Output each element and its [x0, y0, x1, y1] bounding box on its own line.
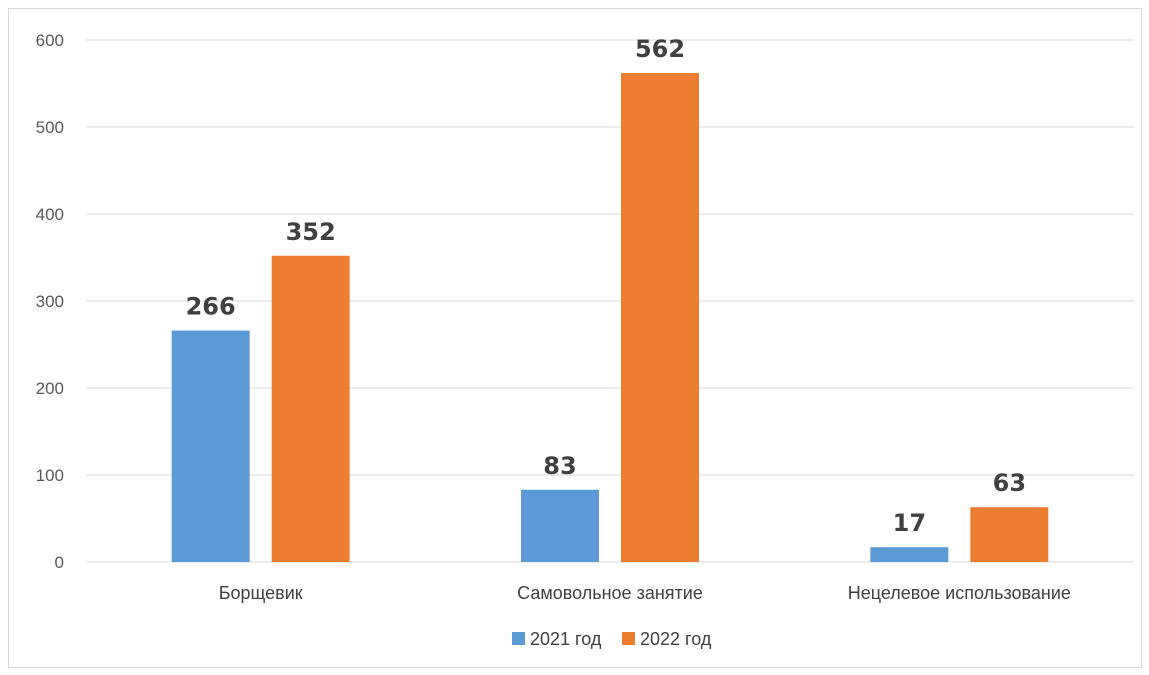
y-tick-label: 500: [36, 118, 64, 137]
legend-label: 2022 год: [640, 629, 712, 649]
legend-swatch: [622, 632, 635, 645]
y-tick-label: 400: [36, 205, 64, 224]
y-tick-label: 0: [55, 553, 64, 572]
data-label: 562: [635, 35, 685, 63]
bar-1-2: [521, 489, 599, 562]
y-tick-label: 600: [36, 31, 64, 50]
y-tick-label: 100: [36, 466, 64, 485]
data-label: 266: [186, 293, 236, 321]
y-tick-label: 200: [36, 379, 64, 398]
bar-2-2: [621, 73, 699, 562]
legend: 2021 год 2022 год: [512, 629, 712, 649]
bars: [171, 73, 1049, 562]
legend-swatch: [512, 632, 525, 645]
data-label: 83: [543, 452, 576, 480]
category-label: Нецелевое использование: [848, 583, 1071, 603]
x-axis-categories: Борщевик Самовольное занятие Нецелевое исп…: [219, 583, 1071, 603]
gridlines: [86, 39, 1134, 563]
bar-2-3: [970, 507, 1049, 562]
data-label: 352: [286, 218, 336, 246]
data-label: 17: [893, 509, 926, 537]
category-label: Самовольное занятие: [517, 583, 703, 603]
bar-2-1: [271, 255, 350, 562]
bar-1-1: [171, 330, 250, 562]
data-label: 63: [993, 469, 1026, 497]
legend-label: 2021 год: [530, 629, 602, 649]
category-label: Борщевик: [219, 583, 303, 603]
bar-1-3: [870, 547, 949, 562]
data-labels: 266 352 83 562 17 63: [186, 35, 1026, 537]
y-axis-ticks: 0 100 200 300 400 500 600: [36, 31, 64, 572]
y-tick-label: 300: [36, 292, 64, 311]
